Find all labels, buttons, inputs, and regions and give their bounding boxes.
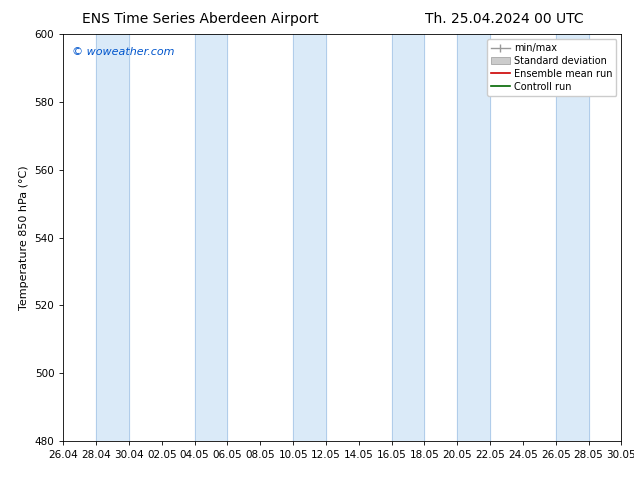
Bar (392, 34, 424, 441)
Bar (555, 34, 588, 441)
Legend: min/max, Standard deviation, Ensemble mean run, Controll run: min/max, Standard deviation, Ensemble me… (487, 39, 616, 96)
Bar (293, 34, 326, 441)
Bar (96, 34, 129, 441)
Text: Th. 25.04.2024 00 UTC: Th. 25.04.2024 00 UTC (425, 12, 583, 26)
Y-axis label: Temperature 850 hPa (°C): Temperature 850 hPa (°C) (19, 165, 29, 310)
Bar (195, 34, 228, 441)
Text: ENS Time Series Aberdeen Airport: ENS Time Series Aberdeen Airport (82, 12, 319, 26)
Bar (457, 34, 490, 441)
Text: © woweather.com: © woweather.com (72, 47, 174, 56)
